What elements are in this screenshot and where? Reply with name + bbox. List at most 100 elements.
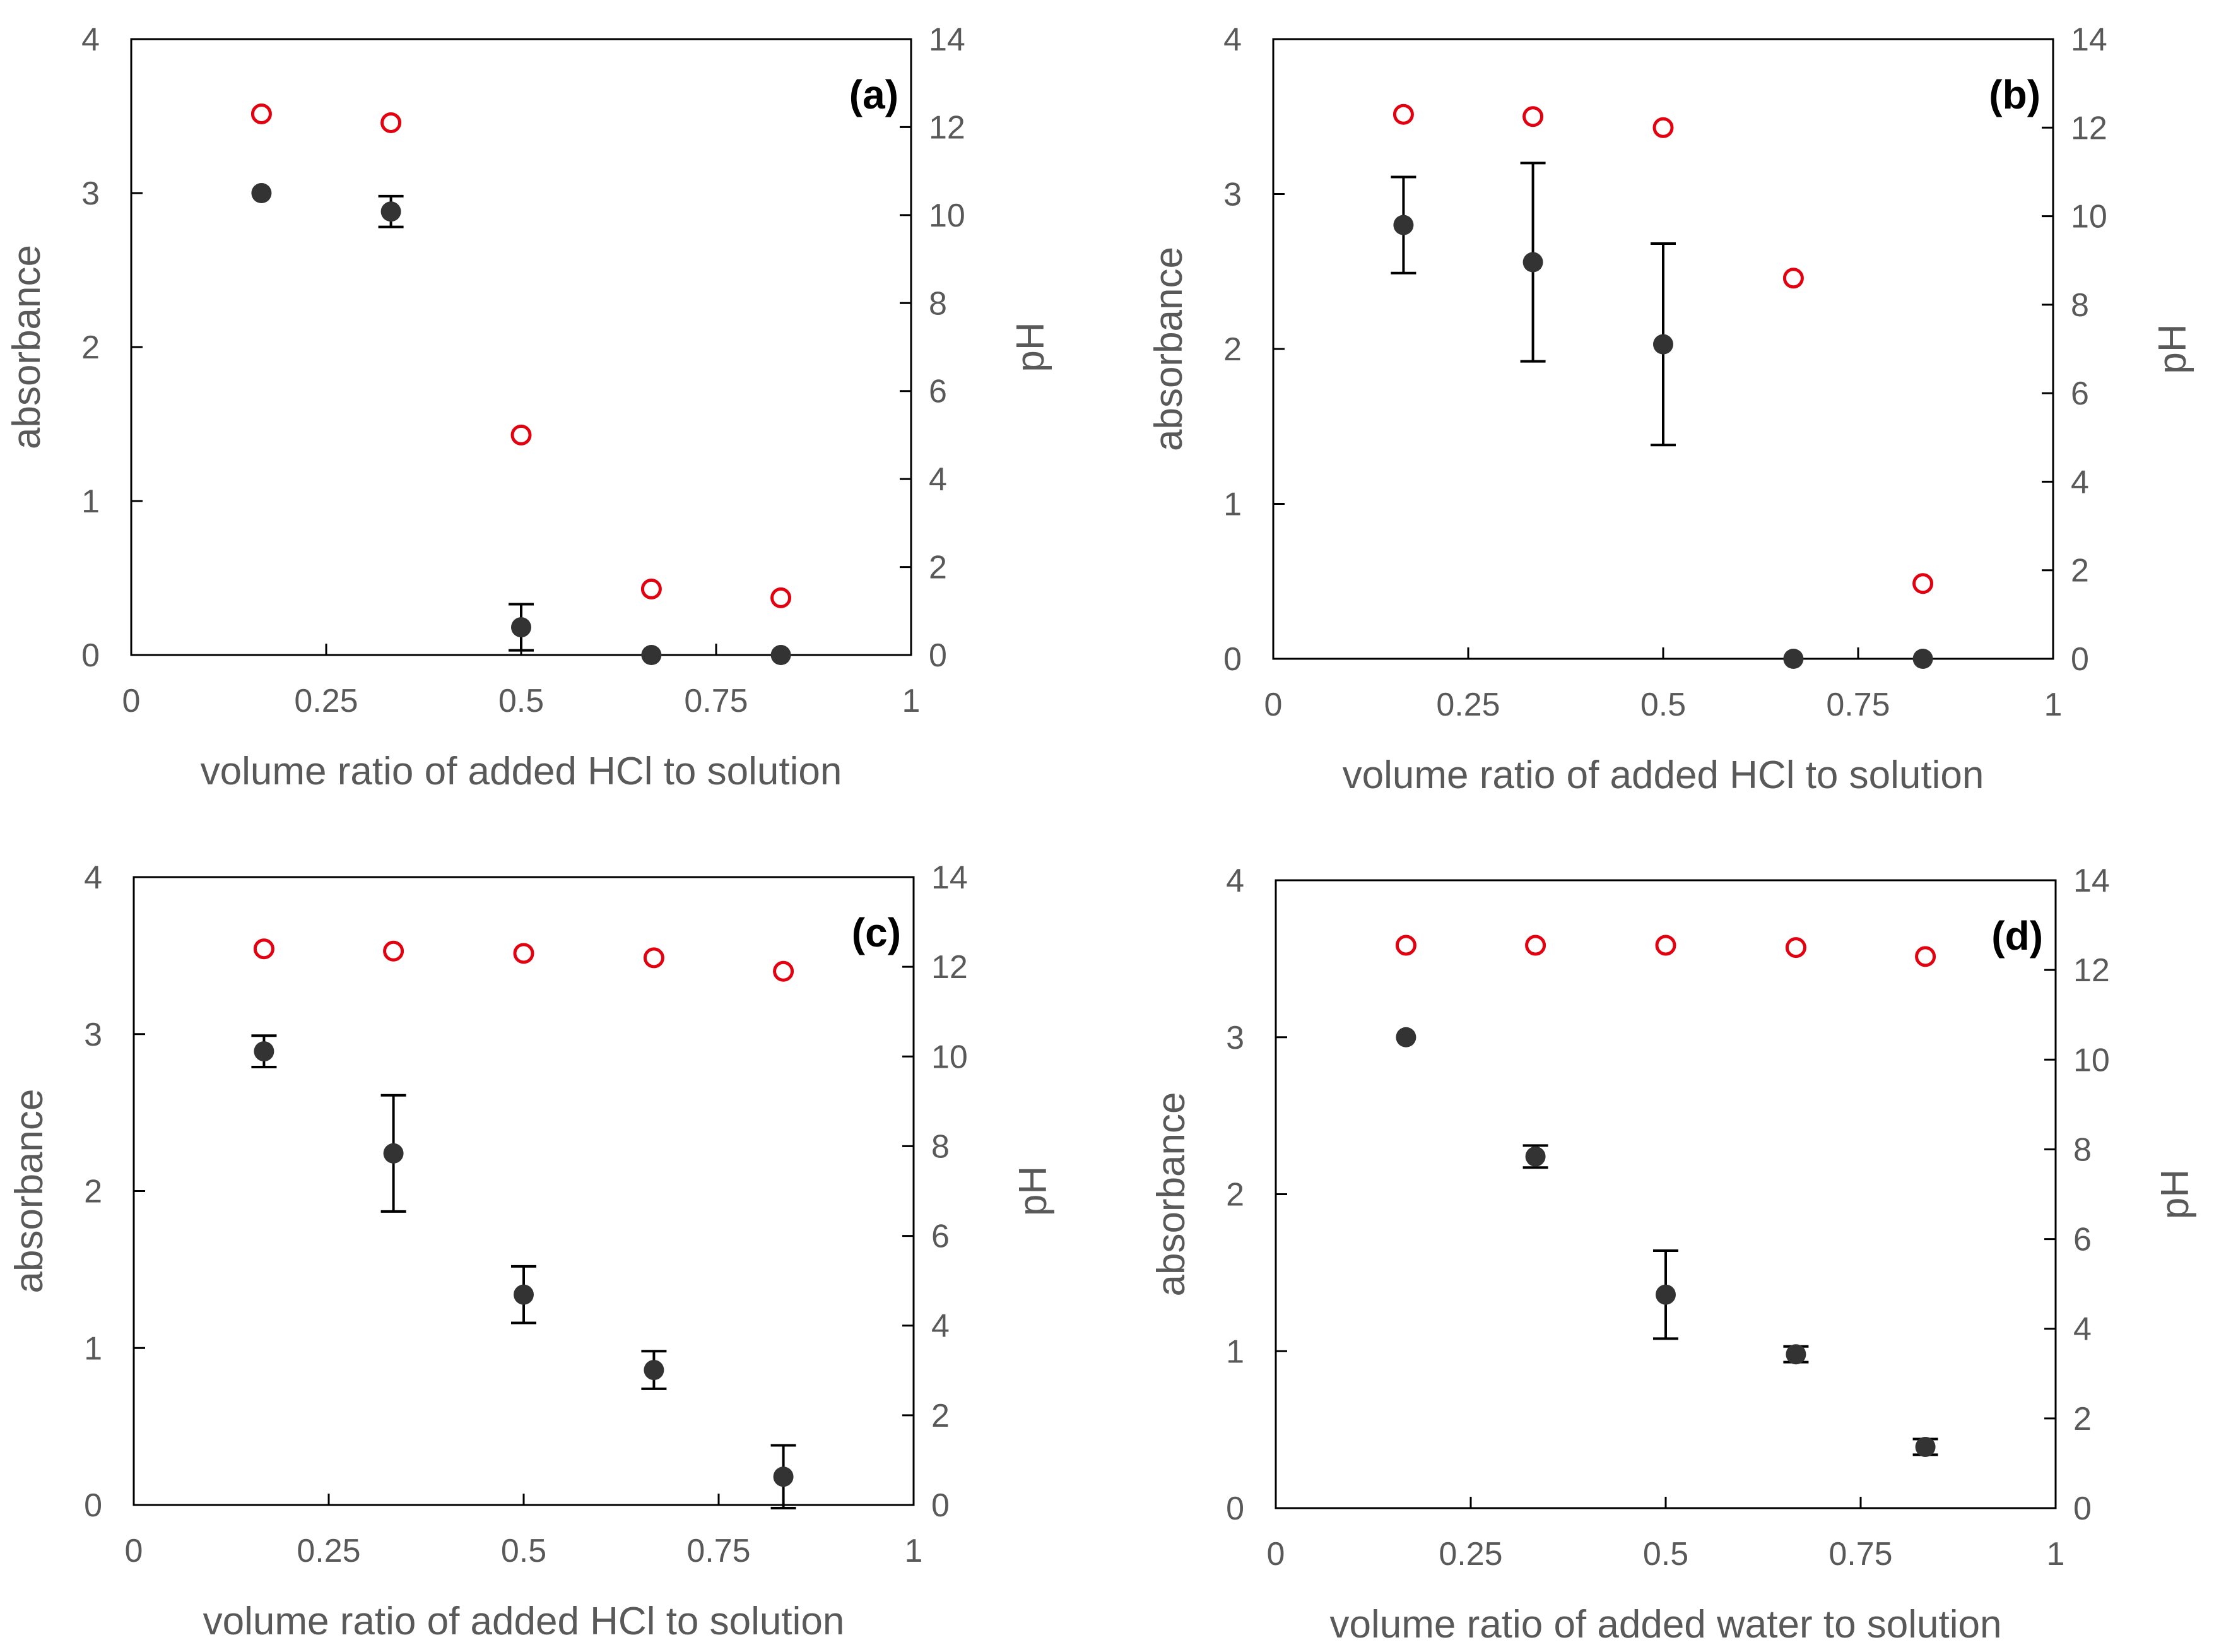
x-axis-title: volume ratio of added HCl to solution [1343,753,1984,797]
ph-point [380,112,402,133]
y-tick-label: 3 [1223,177,1242,213]
y-tick-label: 4 [84,859,102,896]
x-tick-label: 0.25 [1436,687,1500,723]
y-tick-label: 1 [84,1330,102,1367]
absorbance-point [773,1466,794,1487]
absorbance-point [644,1360,664,1381]
ph-point [1522,106,1544,127]
absorbance-point [770,645,791,665]
absorbance-point [641,645,662,665]
y-tick-label: 3 [81,175,100,212]
absorbance-point [1522,252,1543,273]
y2-tick-label: 2 [2071,553,2089,589]
y-tick-label: 0 [81,637,100,674]
y2-axis-title: pH [1009,322,1052,372]
y2-tick-label: 12 [929,109,965,146]
y-tick-label: 2 [81,329,100,366]
y-tick-label: 4 [81,21,100,58]
absorbance-point [1656,1284,1676,1305]
absorbance-point [514,1284,534,1305]
x-tick-label: 0.5 [498,683,544,719]
y2-tick-label: 0 [931,1487,950,1524]
x-tick-label: 0 [1264,687,1283,723]
y2-tick-label: 0 [929,637,947,674]
plot-frame [130,38,912,656]
y2-tick-label: 8 [2073,1131,2092,1168]
x-tick-label: 0.25 [1439,1536,1502,1572]
y-axis-title: absorbance [1150,1092,1193,1296]
x-tick-label: 0.25 [294,683,358,719]
x-tick-label: 0.75 [1828,1536,1892,1572]
ph-point [1393,103,1414,125]
ph-point [1912,573,1934,594]
y-tick-label: 1 [81,483,100,520]
y2-tick-label: 14 [929,21,965,58]
y-tick-label: 1 [1223,487,1242,523]
y-tick-label: 3 [84,1017,102,1053]
y2-tick-label: 6 [929,374,947,410]
y2-tick-label: 6 [2071,375,2089,412]
y2-tick-label: 4 [2071,464,2089,500]
ph-point [773,960,794,982]
absorbance-point [1653,334,1673,355]
y2-tick-label: 0 [2071,641,2089,678]
x-tick-label: 0.5 [1643,1536,1688,1572]
x-tick-label: 0.25 [297,1533,360,1569]
absorbance-point [1915,1436,1936,1457]
absorbance-point [251,183,272,203]
ph-point [1395,935,1416,956]
absorbance-point [254,1041,274,1062]
x-axis-title: volume ratio of added HCl to solution [203,1600,845,1643]
y2-tick-label: 2 [931,1398,950,1434]
y-tick-label: 4 [1226,863,1244,899]
y-tick-label: 0 [84,1487,102,1524]
absorbance-point [1786,1344,1806,1365]
y-tick-label: 2 [1226,1177,1244,1213]
ph-point [770,587,792,608]
panel-label: (c) [852,910,901,955]
ph-point [253,938,274,960]
y-axis-title: absorbance [5,245,49,449]
x-tick-label: 1 [902,683,921,719]
ph-point [250,103,272,125]
y-tick-label: 2 [1223,331,1242,368]
panel-label: (b) [1989,72,2040,117]
x-axis-title: volume ratio of added HCl to solution [201,750,842,793]
y-tick-label: 1 [1226,1333,1244,1370]
x-tick-label: 0 [1267,1536,1285,1572]
y2-tick-label: 10 [931,1039,968,1075]
absorbance-point [1783,649,1804,669]
absorbance-point [1393,215,1414,235]
x-tick-label: 0.5 [501,1533,546,1569]
ph-point [1915,946,1936,967]
ph-point [1652,117,1674,138]
y-axis-title: absorbance [8,1089,51,1293]
ph-point [1782,268,1804,289]
y-tick-label: 0 [1226,1490,1244,1527]
absorbance-point [1912,649,1933,669]
ph-point [643,947,664,969]
y2-tick-label: 8 [929,285,947,322]
y2-tick-label: 6 [931,1218,950,1255]
y2-axis-title: pH [2151,324,2194,374]
y2-tick-label: 14 [931,859,968,896]
y2-tick-label: 10 [2073,1042,2110,1078]
y2-tick-label: 4 [2073,1311,2092,1348]
panel-label: (a) [849,72,898,117]
panel-label: (d) [1991,913,2043,959]
absorbance-point [1396,1027,1416,1047]
x-tick-label: 0.75 [686,1533,750,1569]
x-tick-label: 1 [905,1533,923,1569]
ph-point [510,424,532,445]
x-axis-title: volume ratio of added water to solution [1330,1603,2002,1646]
absorbance-point [380,201,401,222]
y-tick-label: 3 [1226,1020,1244,1056]
plot-frame [1275,879,2057,1509]
y-tick-label: 2 [84,1174,102,1210]
absorbance-point [511,617,531,638]
ph-point [1785,937,1806,959]
ph-point [1525,935,1546,956]
